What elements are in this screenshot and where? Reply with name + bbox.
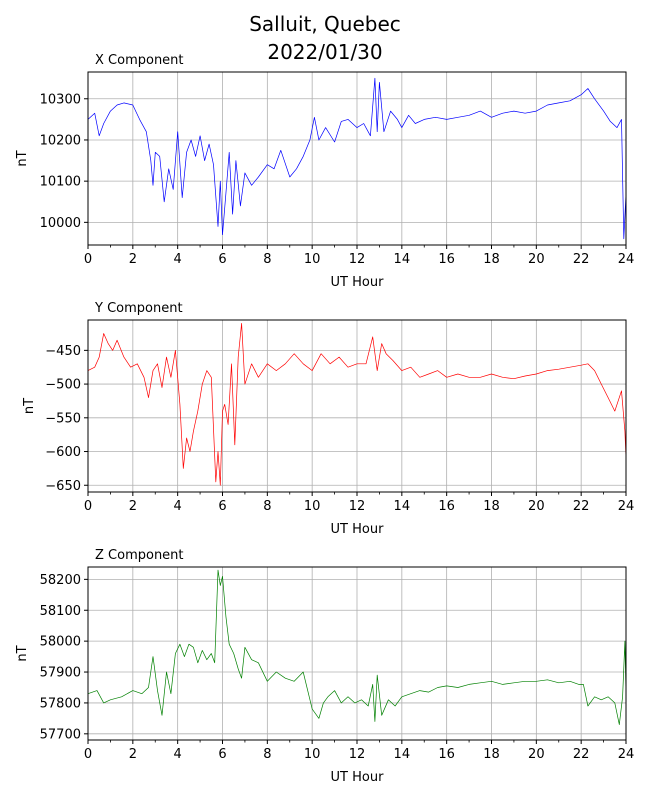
z-component-y-tick-label: 57800 [40, 696, 81, 711]
z-component-y-tick-label: 57900 [40, 666, 81, 681]
y-component-y-tick-label: −550 [45, 411, 81, 426]
x-component-x-tick-label: 0 [84, 252, 92, 267]
y-component-chart: 0 2 4 6 8 10 12 14 16 18 20 22 24−650−600−550−500−45… [22, 301, 634, 537]
y-component-y-tick-label: −600 [45, 445, 81, 460]
x-component-title: X Component [95, 53, 184, 68]
y-component-x-tick-label: 18 [483, 499, 500, 514]
y-component-x-tick-label: 16 [438, 499, 455, 514]
z-component-x-tick-label: 14 [394, 747, 411, 762]
z-component-title: Z Component [95, 548, 184, 563]
x-component-x-tick-label: 20 [528, 252, 545, 267]
z-component-x-tick-label: 12 [349, 747, 366, 762]
z-component-x-tick-label: 0 [84, 747, 92, 762]
x-component-x-tick-label: 12 [349, 252, 366, 267]
z-component-x-tick-label: 20 [528, 747, 545, 762]
figure-title-line1: Salluit, Quebec [249, 12, 401, 36]
x-component-x-tick-label: 8 [263, 252, 271, 267]
z-component-x-tick-label: 16 [438, 747, 455, 762]
z-component-x-tick-label: 24 [618, 747, 635, 762]
y-component-y-tick-label: −450 [45, 344, 81, 359]
x-component-x-tick-label: 4 [174, 252, 182, 267]
y-component-y-tick-label: −500 [45, 378, 81, 393]
y-component-x-tick-label: 2 [129, 499, 137, 514]
z-component-x-tick-label: 6 [218, 747, 226, 762]
x-component-x-tick-label: 2 [129, 252, 137, 267]
x-component-x-tick-label: 6 [218, 252, 226, 267]
y-component-y-tick-label: −650 [45, 479, 81, 494]
z-component-y-tick-label: 58100 [40, 604, 81, 619]
x-component-x-tick-label: 14 [394, 252, 411, 267]
x-component-series-line [87, 77, 627, 240]
z-component-y-axis-label: nT [15, 645, 30, 661]
y-component-x-tick-label: 20 [528, 499, 545, 514]
z-component-x-axis-label: UT Hour [331, 770, 385, 785]
z-component-y-tick-label: 58200 [40, 573, 81, 588]
z-component-x-tick-label: 22 [573, 747, 590, 762]
y-component-x-tick-label: 22 [573, 499, 590, 514]
z-component-series-line [87, 569, 627, 725]
y-component-x-tick-label: 10 [304, 499, 321, 514]
figure-title-line2: 2022/01/30 [267, 40, 383, 64]
y-component-x-tick-label: 12 [349, 499, 366, 514]
y-component-y-axis-label: nT [22, 398, 37, 414]
z-component-chart: 0 2 4 6 8 10 12 14 16 18 20 22 245770057800579005800… [15, 548, 634, 785]
x-component-x-tick-label: 10 [304, 252, 321, 267]
x-component-chart: 0 2 4 6 8 10 12 14 16 18 20 22 241000010100102001030… [15, 53, 634, 290]
y-component-series-line [87, 323, 627, 486]
z-component-y-tick-label: 58000 [40, 635, 81, 650]
z-component-x-tick-label: 8 [263, 747, 271, 762]
y-component-x-tick-label: 6 [218, 499, 226, 514]
y-component-title: Y Component [94, 301, 183, 316]
x-component-y-tick-label: 10300 [40, 92, 81, 107]
z-component-x-tick-label: 4 [174, 747, 182, 762]
y-component-x-tick-label: 0 [84, 499, 92, 514]
x-component-x-tick-label: 24 [618, 252, 635, 267]
x-component-y-tick-label: 10200 [40, 133, 81, 148]
y-component-x-tick-label: 14 [394, 499, 411, 514]
x-component-x-tick-label: 18 [483, 252, 500, 267]
x-component-y-axis-label: nT [15, 150, 30, 166]
y-component-x-tick-label: 4 [174, 499, 182, 514]
x-component-y-tick-label: 10100 [40, 175, 81, 190]
x-component-x-tick-label: 22 [573, 252, 590, 267]
z-component-y-tick-label: 57700 [40, 727, 81, 742]
z-component-x-tick-label: 2 [129, 747, 137, 762]
y-component-x-axis-label: UT Hour [331, 522, 385, 537]
x-component-y-tick-label: 10000 [40, 216, 81, 231]
x-component-x-axis-label: UT Hour [331, 275, 385, 290]
z-component-x-tick-label: 10 [304, 747, 321, 762]
x-component-x-tick-label: 16 [438, 252, 455, 267]
z-component-x-tick-label: 18 [483, 747, 500, 762]
y-component-x-tick-label: 8 [263, 499, 271, 514]
y-component-x-tick-label: 24 [618, 499, 635, 514]
